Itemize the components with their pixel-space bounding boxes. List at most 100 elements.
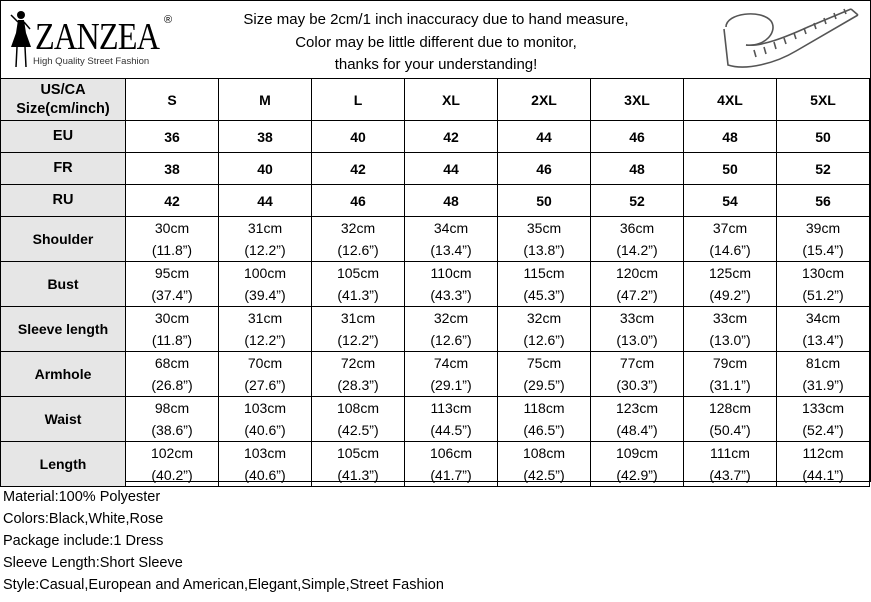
conversion-cell: 52 [776,152,870,185]
measurement-cell: 33cm (13.0”) [683,306,777,352]
conversion-cell: 48 [404,184,498,217]
inch-value: (41.3”) [337,467,379,483]
measurement-cell: 33cm (13.0”) [590,306,684,352]
row-label: Waist [0,396,126,442]
cm-value: 72cm [340,355,376,371]
measurement-row: Bust 95cm (37.4”) 100cm (39.4”) 105cm (41.3”) 1… [0,261,870,307]
row-label: EU [0,120,126,153]
inch-value: (44.1”) [802,467,844,483]
conversion-cell: 48 [683,120,777,153]
notice-line: Color may be little different due to mon… [295,33,577,51]
cm-value: 111cm [710,445,750,461]
measurement-cell: 32cm (12.6”) [497,306,591,352]
detail-style: Style:Casual,European and American,Elega… [3,577,444,593]
inch-value: (15.4”) [802,242,844,258]
inch-value: (28.3”) [337,377,379,393]
conversion-cell: 36 [125,120,219,153]
size-3xl: 3XL [590,78,684,121]
cm-value: 75cm [526,355,562,371]
inch-value: (13.0”) [616,332,658,348]
detail-sleeve: Sleeve Length:Short Sleeve [3,555,183,571]
cm-value: 100cm [243,265,287,281]
inch-value: (48.4”) [616,422,658,438]
detail-material: Material:100% Polyester [3,489,161,505]
inch-value: (50.4”) [709,422,751,438]
inch-value: (13.8”) [523,242,565,258]
inch-value: (31.9”) [802,377,844,393]
cm-value: 30cm [154,220,190,236]
inch-value: (11.8”) [151,242,193,258]
cm-value: 106cm [429,445,473,461]
inch-value: (26.8”) [151,377,193,393]
cm-value: 95cm [154,265,190,281]
inch-value: (13.4”) [430,242,472,258]
row-label: Sleeve length [0,306,126,352]
inch-value: (40.6”) [244,467,286,483]
cm-value: 128cm [708,400,752,416]
measurement-cell: 118cm (46.5”) [497,396,591,442]
measurement-cell: 81cm (31.9”) [776,351,870,397]
inch-value: (29.1”) [430,377,472,393]
measurement-cell: 108cm (42.5”) [311,396,405,442]
measurement-row: Length 102cm (40.2”) 103cm (40.6”) 105cm (41.3… [0,441,870,487]
brand-tagline: High Quality Street Fashion [33,56,150,67]
measurement-cell: 113cm (44.5”) [404,396,498,442]
inch-value: (42.5”) [337,422,379,438]
cm-value: 32cm [433,310,469,326]
measurement-cell: 100cm (39.4”) [218,261,312,307]
row-label: FR [0,152,126,185]
measurement-cell: 109cm (42.9”) [590,441,684,487]
detail-colors: Colors:Black,White,Rose [3,511,164,527]
measurement-cell: 103cm (40.6”) [218,396,312,442]
registered-mark: ® [164,14,173,26]
measurement-notice: Size may be 2cm/1 inch inaccuracy due to… [201,9,671,77]
measurement-cell: 128cm (50.4”) [683,396,777,442]
measurement-cell: 36cm (14.2”) [590,216,684,262]
inch-value: (44.5”) [430,422,472,438]
size-chart: ZANZEA ® High Quality Street Fashion Siz… [0,0,871,482]
inch-value: (43.3”) [430,287,472,303]
cm-value: 70cm [247,355,283,371]
inch-value: (12.2”) [244,242,286,258]
measurement-cell: 34cm (13.4”) [404,216,498,262]
conversion-cell: 46 [590,120,684,153]
measurement-cell: 125cm (49.2”) [683,261,777,307]
inch-value: (42.9”) [616,467,658,483]
measurement-row: Waist 98cm (38.6”) 103cm (40.6”) 108cm (42.5”)… [0,396,870,442]
cm-value: 31cm [247,310,283,326]
inch-value: (40.6”) [244,422,286,438]
inch-value: (30.3”) [616,377,658,393]
cm-value: 113cm [430,400,472,416]
measurement-cell: 31cm (12.2”) [311,306,405,352]
measurement-cell: 130cm (51.2”) [776,261,870,307]
cm-value: 105cm [336,265,380,281]
cm-value: 130cm [801,265,845,281]
cm-value: 102cm [150,445,194,461]
conversion-cell: 38 [125,152,219,185]
conversion-cell: 40 [218,152,312,185]
conversion-cell: 50 [497,184,591,217]
inch-value: (14.2”) [616,242,658,258]
measurement-cell: 31cm (12.2”) [218,306,312,352]
cm-value: 103cm [243,400,287,416]
measurement-cell: 31cm (12.2”) [218,216,312,262]
cm-value: 30cm [154,310,190,326]
measurement-cell: 74cm (29.1”) [404,351,498,397]
size-header-row: US/CA Size(cm/inch) S M L XL 2XL 3XL 4XL 5XL [0,78,870,121]
cm-value: 31cm [247,220,283,236]
inch-value: (13.0”) [709,332,751,348]
inch-value: (47.2”) [616,287,658,303]
cm-value: 109cm [615,445,659,461]
inch-value: (11.8”) [151,332,193,348]
cm-value: 34cm [433,220,469,236]
brand-name: ZANZEA [35,16,160,58]
size-m: M [218,78,312,121]
measurement-cell: 120cm (47.2”) [590,261,684,307]
woman-silhouette-icon [10,11,31,68]
conversion-cell: 48 [590,152,684,185]
inch-value: (45.3”) [523,287,565,303]
cm-value: 105cm [336,445,380,461]
conversion-cell: 56 [776,184,870,217]
inch-value: (27.6”) [244,377,286,393]
conversion-cell: 42 [125,184,219,217]
